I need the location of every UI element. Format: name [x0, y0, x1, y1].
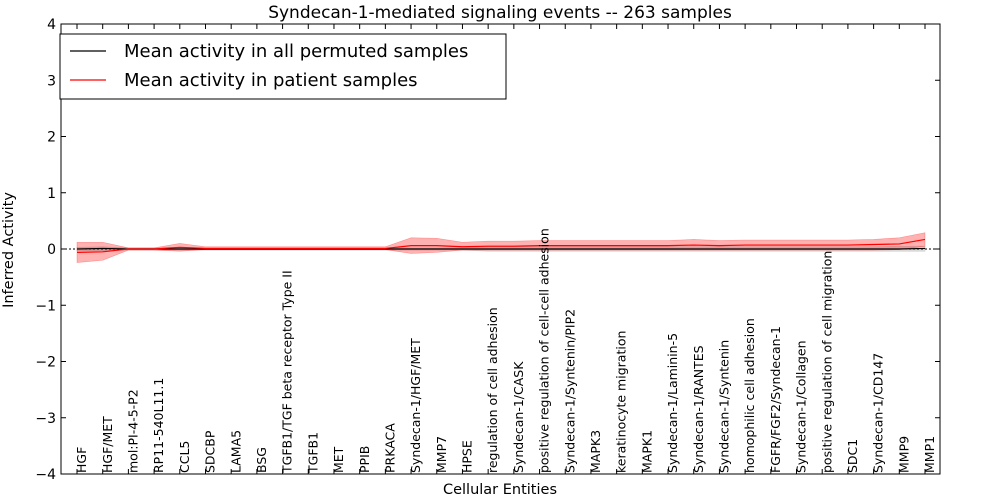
- legend-label-permuted: Mean activity in all permuted samples: [124, 41, 468, 62]
- x-tick-label: MAPK1: [639, 430, 654, 473]
- y-tick-label: −4: [35, 467, 56, 483]
- y-tick-label: −1: [35, 298, 56, 314]
- x-tick-label: RP11-540L11.1: [151, 378, 166, 473]
- y-tick-label: −2: [35, 355, 56, 371]
- y-tick-label: 1: [47, 186, 56, 202]
- x-tick-label: MMP1: [922, 436, 937, 473]
- x-tick-label: positive regulation of cell-cell adhesio…: [537, 228, 552, 473]
- x-tick-label: HGF: [74, 447, 89, 473]
- x-tick-label: PPIB: [357, 446, 372, 473]
- x-tick-label: Syndecan-1/HGF/MET: [408, 338, 423, 473]
- x-tick-label: FGFR/FGF2/Syndecan-1: [768, 326, 783, 473]
- x-tick-label: mol:PI-4-5-P2: [125, 389, 140, 473]
- y-tick-label: 2: [47, 130, 56, 146]
- y-tick-label: 3: [47, 73, 56, 89]
- legend-box: [59, 33, 507, 100]
- x-tick-label: CCL5: [177, 441, 192, 473]
- x-tick-label: BSG: [254, 447, 269, 473]
- legend: Mean activity in all permuted samples Me…: [59, 33, 507, 100]
- series-band-patient: [76, 232, 926, 263]
- x-tick-label: LAMA5: [228, 430, 243, 473]
- x-tick-label: PRKACA: [382, 423, 397, 473]
- x-tick-label: keratinocyte migration: [614, 331, 629, 473]
- x-tick-label: TGFB1/TGF beta receptor Type II: [280, 270, 295, 474]
- x-tick-label: Syndecan-1/Syntenin: [717, 340, 732, 473]
- y-axis-label: Inferred Activity: [1, 192, 17, 308]
- x-tick-label: Syndecan-1/Collagen: [794, 340, 809, 473]
- x-tick-label: TGFB1: [305, 432, 320, 474]
- x-tick-label: MMP7: [434, 436, 449, 473]
- series-lines: [76, 238, 926, 253]
- x-tick-label: MAPK3: [588, 430, 603, 473]
- chart-title: Syndecan-1-mediated signaling events -- …: [268, 3, 732, 23]
- x-tick-label: regulation of cell adhesion: [485, 307, 500, 473]
- x-tick-label: SDC1: [845, 439, 860, 473]
- x-axis-label: Cellular Entities: [443, 482, 557, 498]
- x-tick-label: MET: [331, 446, 346, 473]
- x-tick-label: HGF/MET: [100, 416, 115, 473]
- x-axis-ticks: HGF HGF/MET mol:PI-4-5-P2 RP11-540L11.1 CCL5…: [74, 24, 937, 474]
- y-tick-label: 4: [47, 17, 56, 33]
- legend-label-patient: Mean activity in patient samples: [124, 70, 418, 91]
- x-tick-label: SDCBP: [203, 430, 218, 473]
- x-tick-label: Syndecan-1/Syntenin/PIP2: [562, 309, 577, 473]
- y-axis-ticks: −4 −3 −2 −1 0 1 2 3 4: [35, 17, 940, 483]
- x-tick-label: positive regulation of cell migration: [819, 251, 834, 473]
- series-line-patient: [76, 238, 926, 253]
- x-tick-label: HPSE: [460, 440, 475, 473]
- x-tick-label: Syndecan-1/CD147: [871, 353, 886, 473]
- y-tick-label: 0: [47, 242, 56, 258]
- x-tick-label: Syndecan-1/CASK: [511, 361, 526, 473]
- x-tick-label: MMP9: [896, 436, 911, 473]
- y-tick-label: −3: [35, 411, 56, 427]
- x-tick-label: homophilic cell adhesion: [742, 318, 757, 473]
- x-tick-label: Syndecan-1/Laminin-5: [665, 333, 680, 473]
- x-tick-label: Syndecan-1/RANTES: [691, 345, 706, 473]
- plot-frame: [60, 23, 941, 475]
- confidence-bands: [76, 232, 926, 263]
